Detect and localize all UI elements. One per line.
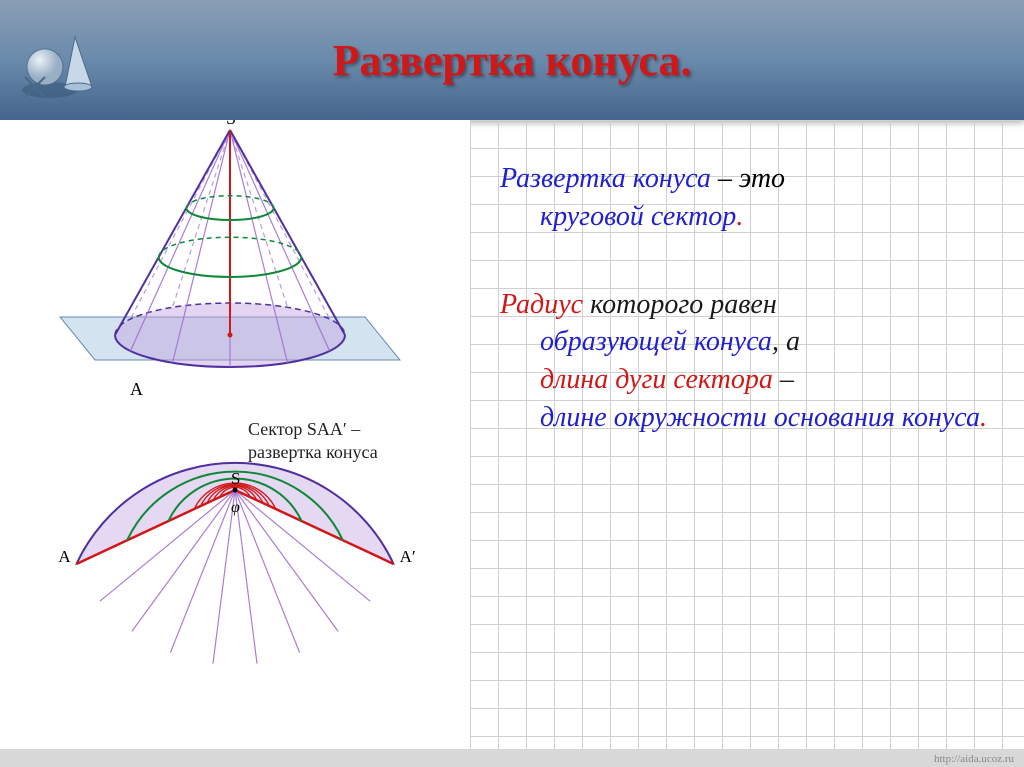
cone-diagram: S A S A A′ φ	[0, 120, 470, 740]
explanation-paragraph: Радиус которого равен образующей конуса,…	[500, 286, 994, 437]
footer-url: http://aida.ucoz.ru	[934, 753, 1014, 765]
definition-paragraph: Развертка конуса – это круговой сектор.	[500, 160, 994, 236]
term-obraz: образующей конуса	[540, 326, 772, 357]
geometry-icon	[20, 22, 110, 112]
term-circumference: длине окружности основания конуса	[540, 402, 980, 433]
term-razvertka: Развертка конуса	[500, 163, 711, 194]
page-title: Развертка конуса.	[333, 35, 692, 86]
term-sector: круговой сектор	[540, 201, 736, 232]
svg-text:S: S	[231, 469, 240, 488]
svg-text:A: A	[130, 379, 143, 399]
header-bar: Развертка конуса.	[0, 0, 1024, 120]
caption-line-1: Сектор SAA′ –	[248, 419, 360, 439]
caption-line-2: развертка конуса	[248, 442, 378, 462]
footer-bar: http://aida.ucoz.ru	[0, 749, 1024, 767]
content-area: S A S A A′ φ Сектор SAA′ – развертка конуса Р…	[0, 120, 1024, 767]
svg-text:φ: φ	[231, 499, 240, 516]
term-arc-length: длина дуги сектора	[540, 364, 773, 395]
diagram-panel: S A S A A′ φ Сектор SAA′ – развертка конуса	[0, 120, 470, 767]
term-radius: Радиус	[500, 289, 583, 320]
text-panel: Развертка конуса – это круговой сектор. …	[470, 120, 1024, 767]
diagram-caption: Сектор SAA′ – развертка конуса	[248, 418, 378, 465]
svg-text:A: A	[58, 547, 71, 566]
svg-text:A′: A′	[400, 547, 416, 566]
svg-text:S: S	[226, 120, 236, 128]
